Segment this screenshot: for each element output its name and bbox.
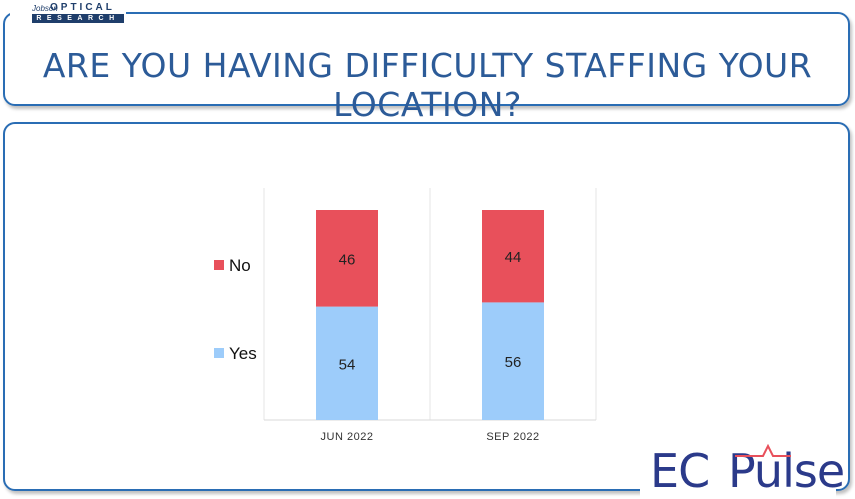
bar-no-1	[316, 210, 378, 307]
logo-brand-top: Jobson	[32, 4, 58, 13]
logo-pulse-text: Pulse	[728, 444, 845, 498]
page-title: ARE YOU HAVING DIFFICULTY STAFFING YOUR …	[42, 46, 813, 124]
logo-ec-text: EC	[650, 444, 710, 498]
legend-swatch-no	[214, 260, 224, 270]
logo-brand-research: RESEARCH	[32, 14, 124, 23]
bar-no-2	[482, 210, 544, 303]
data-label-yes-2: 56	[505, 354, 522, 371]
legend-label-no: No	[229, 256, 251, 275]
ecpulse-logo: EC Pulse	[640, 444, 845, 498]
pulse-line-icon	[735, 444, 791, 457]
title-panel	[3, 12, 850, 106]
x-tick-label-2: SEP 2022	[486, 431, 539, 443]
legend-label-yes: Yes	[229, 344, 257, 363]
jobson-optical-research-logo: Jobson OPTICAL RESEARCH	[10, 2, 126, 24]
data-label-no-1: 46	[339, 251, 356, 268]
data-label-no-2: 44	[505, 249, 522, 266]
bar-yes-1	[316, 306, 378, 420]
logo-brand-optical: OPTICAL	[50, 2, 115, 13]
bar-yes-2	[482, 302, 544, 420]
legend-swatch-yes	[214, 348, 224, 358]
data-label-yes-1: 54	[339, 356, 356, 373]
x-tick-label-1: JUN 2022	[321, 431, 374, 443]
chart-panel	[3, 122, 850, 491]
